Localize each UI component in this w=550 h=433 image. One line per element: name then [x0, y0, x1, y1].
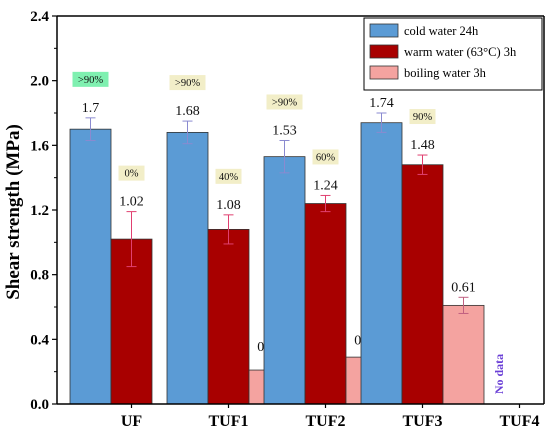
data-label-tuf3-series-2: 0.61 [451, 280, 476, 295]
y-tick-label: 1.6 [30, 138, 49, 154]
legend-label-2: boiling water 3h [404, 66, 487, 80]
plot-area: 1.71.0201.681.080.211.531.240.291.741.48… [69, 67, 506, 405]
annotation-badge-bg [72, 71, 109, 87]
bar-tuf3-series-2 [442, 304, 485, 405]
legend-swatch-2 [369, 65, 399, 80]
legend-label-0: cold water 24h [404, 24, 479, 38]
annotation-badge-3: 40% [219, 172, 239, 183]
data-label-uf-series-1: 1.02 [119, 195, 144, 210]
legend-swatch-0 [369, 23, 399, 38]
data-label-tuf2-series-0: 1.53 [272, 123, 297, 138]
y-tick-label: 2.4 [30, 9, 49, 25]
y-tick-label: 0.8 [30, 268, 49, 284]
x-tick-label-tuf3: TUF3 [403, 413, 443, 430]
data-label-uf-series-0: 1.7 [82, 101, 100, 116]
data-label-tuf2-series-1: 1.24 [313, 178, 338, 193]
legend: cold water 24h warm water (63°C) 3h boilin… [363, 17, 543, 91]
data-label-tuf3-series-0: 1.74 [369, 96, 394, 111]
annotation-badge-0: >90% [78, 75, 103, 86]
legend-swatch-1 [369, 44, 399, 59]
annotation-badge-bg [118, 165, 145, 181]
annotation-badge-5: 60% [316, 152, 336, 163]
x-tick-label-uf: UF [121, 413, 143, 430]
data-label-tuf1-series-0: 1.68 [175, 104, 200, 119]
annotation-badge-1: 0% [125, 169, 139, 180]
data-label-tuf1-series-1: 1.08 [216, 198, 241, 213]
axes: 0.0 0.4 0.8 1.2 1.6 2.0 2.4 UF TUF1 TUF2 TUF3 TUF4 [30, 9, 545, 430]
bar-tuf3-series-0 [360, 122, 403, 405]
y-tick-label: 0.0 [30, 397, 49, 413]
x-tick-label-tuf4: TUF4 [500, 413, 540, 430]
annotation-badge-2: >90% [175, 78, 200, 89]
data-label-tuf3-series-1: 1.48 [410, 138, 435, 153]
y-axis-title: Shear strength (MPa) [3, 124, 24, 300]
x-tick-label-tuf2: TUF2 [306, 413, 346, 430]
annotation-badge-bg [266, 94, 303, 110]
annotation-badge-bg [169, 75, 206, 91]
annotation-badge-4: >90% [272, 97, 297, 108]
legend-label-1: warm water (63°C) 3h [404, 45, 517, 59]
annotation-badge-7: 90% [413, 112, 433, 123]
annotation-badge-bg [409, 109, 436, 125]
y-tick-label: 0.4 [30, 332, 49, 348]
bar-tuf1-series-0 [166, 131, 209, 405]
no-data-label: No data [492, 354, 506, 394]
annotation-badge-bg [312, 149, 339, 165]
bar-tuf2-series-0 [263, 156, 306, 405]
bar-tuf3-series-1 [401, 164, 444, 405]
y-tick-label: 2.0 [30, 74, 49, 90]
bar-tuf2-series-1 [304, 203, 347, 405]
bar-tuf1-series-1 [207, 228, 250, 405]
x-tick-label-tuf1: TUF1 [209, 413, 249, 430]
bar-uf-series-0 [69, 128, 112, 405]
y-tick-label: 1.2 [30, 203, 49, 219]
annotation-badge-bg [215, 168, 242, 184]
